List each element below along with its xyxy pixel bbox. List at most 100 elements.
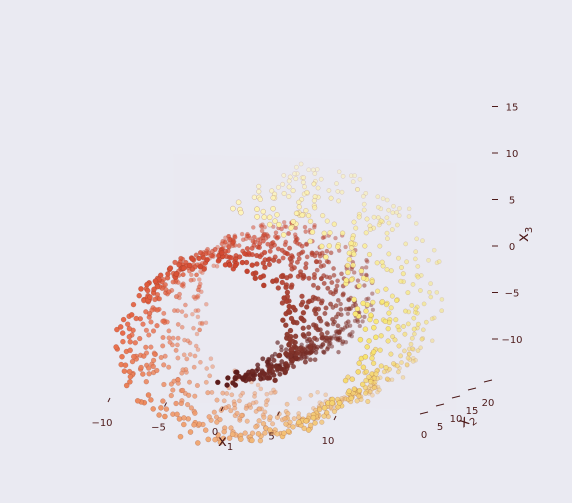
- scatter-point: [324, 335, 330, 341]
- scatter-point: [197, 277, 202, 282]
- scatter-point: [349, 333, 355, 339]
- scatter-point: [313, 350, 319, 355]
- scatter-point: [288, 284, 295, 290]
- scatter-point: [304, 189, 310, 195]
- scatter-point: [170, 279, 176, 285]
- scatter-point: [173, 294, 179, 300]
- scatter-point: [379, 259, 385, 265]
- scatter-point: [328, 250, 334, 256]
- scatter-point: [176, 262, 182, 268]
- scatter-point: [374, 288, 381, 294]
- scatter-point: [436, 259, 442, 264]
- scatter-point: [391, 203, 396, 209]
- scatter-point: [113, 344, 119, 350]
- scatter-point: [287, 174, 293, 180]
- scatter-point: [261, 249, 268, 256]
- scatter-point: [333, 314, 339, 320]
- scatter-point: [281, 173, 287, 178]
- scatter-point: [230, 239, 236, 245]
- scatter-point: [291, 416, 297, 422]
- scatter-point: [232, 256, 239, 262]
- scatter-point: [428, 294, 434, 300]
- scatter-point: [370, 299, 376, 306]
- scatter-point: [212, 246, 218, 253]
- scatter-point: [127, 373, 134, 380]
- scatter-point: [269, 188, 275, 194]
- scatter-point: [430, 338, 435, 343]
- scatter-point: [318, 243, 325, 250]
- scatter-point: [280, 232, 287, 238]
- scatter-point: [348, 395, 354, 402]
- scatter-point: [215, 432, 221, 438]
- scatter-point: [183, 313, 189, 319]
- ticks-x1-label: 5: [268, 432, 274, 443]
- scatter-point: [184, 356, 190, 362]
- scatter-point: [364, 216, 370, 222]
- scatter-point: [386, 251, 392, 257]
- scatter-point: [145, 392, 152, 398]
- scatter-point: [161, 310, 167, 316]
- scatter-point: [170, 387, 176, 393]
- scatter-point: [286, 184, 292, 190]
- scatter-point: [326, 259, 332, 265]
- scatter-point: [165, 271, 171, 277]
- scatter-point: [406, 214, 412, 219]
- scatter-point: [251, 194, 258, 200]
- scatter-point: [270, 257, 277, 263]
- scatter-point: [225, 375, 231, 381]
- scatter-point: [250, 400, 256, 406]
- scatter-point: [324, 330, 330, 336]
- scatter-point: [420, 238, 425, 243]
- scatter-point: [300, 325, 306, 331]
- scatter-point: [255, 431, 262, 437]
- scatter-point: [336, 400, 343, 406]
- scatter-point: [315, 185, 321, 191]
- scatter-point: [347, 332, 352, 338]
- scatter-point: [384, 236, 390, 242]
- scatter-point: [281, 430, 287, 437]
- scatter-point: [221, 398, 227, 404]
- scatter-point: [417, 288, 423, 293]
- scatter-point: [132, 340, 139, 346]
- scatter-point: [146, 332, 152, 338]
- scatter-point: [414, 236, 420, 242]
- scatter-point: [126, 334, 133, 340]
- scatter-point: [280, 317, 286, 324]
- scatter-point: [252, 275, 259, 282]
- scatter-point: [186, 379, 193, 385]
- scatter-point: [330, 316, 336, 322]
- scatter-point: [373, 371, 379, 377]
- scatter-point: [151, 286, 157, 293]
- scatter-point: [367, 316, 373, 323]
- scatter-point: [356, 393, 362, 399]
- scatter-point: [210, 364, 215, 369]
- scatter-point: [378, 363, 384, 369]
- x1-axis-label-base: x: [218, 432, 227, 450]
- scatter-point: [356, 360, 362, 366]
- scatter-point: [270, 278, 276, 285]
- scatter-point: [373, 334, 379, 341]
- scatter-point: [154, 367, 160, 374]
- scatter-point: [326, 188, 332, 193]
- scatter-point: [348, 240, 354, 247]
- scatter-point: [226, 262, 233, 268]
- scatter-point: [306, 324, 312, 330]
- x3-axis-label-sub: 3: [524, 227, 535, 233]
- scatter-point: [181, 415, 187, 421]
- scatter-point: [303, 241, 309, 247]
- scatter-point: [357, 336, 364, 343]
- scatter-point: [324, 321, 330, 327]
- scatter-point: [191, 325, 196, 331]
- scatter-point: [220, 390, 226, 396]
- scatter-point: [285, 411, 291, 417]
- scatter-point: [280, 255, 286, 261]
- scatter-point: [361, 193, 366, 199]
- scatter-point: [325, 285, 331, 291]
- scatter-point: [335, 297, 341, 303]
- scatter-point: [404, 362, 410, 367]
- scatter-point: [192, 353, 198, 359]
- ticks-x2-mark: [451, 395, 461, 399]
- scatter-point: [154, 323, 160, 329]
- scatter-point: [415, 348, 421, 353]
